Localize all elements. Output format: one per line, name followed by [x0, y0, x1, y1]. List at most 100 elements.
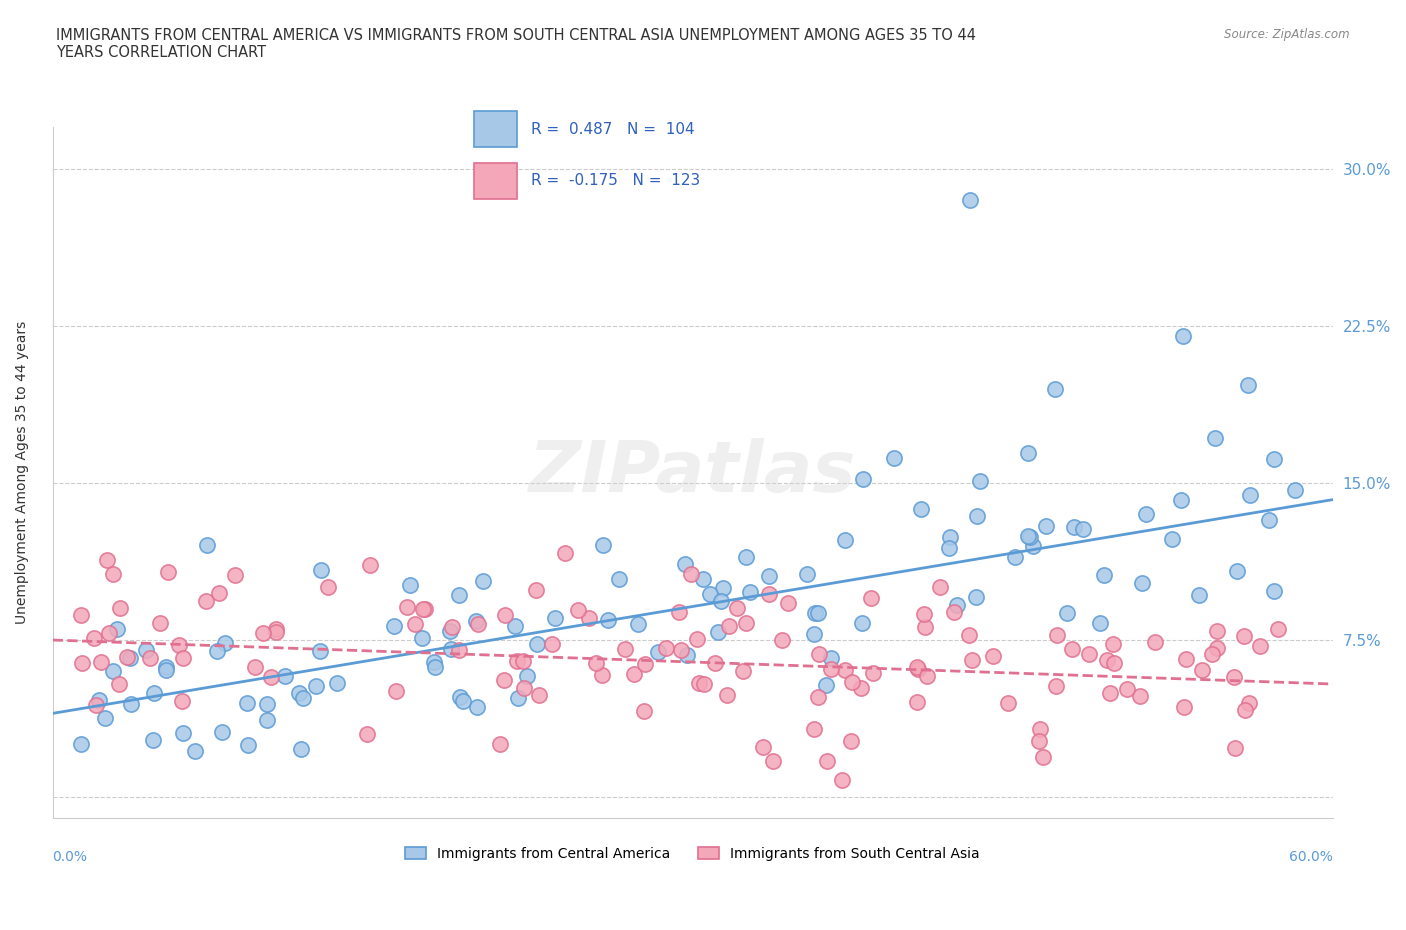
Point — [238, 738, 260, 753]
Point — [960, 652, 983, 667]
Point — [686, 632, 709, 647]
Point — [1129, 689, 1152, 704]
Point — [118, 650, 141, 665]
Point — [959, 193, 981, 207]
Point — [441, 619, 464, 634]
Point — [194, 593, 217, 608]
Point — [1097, 652, 1119, 667]
Point — [939, 529, 962, 544]
Point — [108, 676, 131, 691]
Y-axis label: Unemployment Among Ages 35 to 44 years: Unemployment Among Ages 35 to 44 years — [15, 321, 30, 624]
Point — [245, 659, 267, 674]
Point — [172, 694, 194, 709]
Text: R =  0.487   N =  104: R = 0.487 N = 104 — [531, 122, 695, 137]
Point — [647, 644, 669, 659]
Point — [910, 501, 932, 516]
Point — [529, 687, 551, 702]
Point — [831, 773, 853, 788]
Point — [423, 655, 446, 670]
Point — [554, 545, 576, 560]
Point — [143, 685, 166, 700]
Point — [467, 617, 489, 631]
Point — [356, 727, 378, 742]
Point — [395, 600, 418, 615]
Point — [914, 619, 936, 634]
Point — [997, 696, 1019, 711]
Point — [905, 659, 928, 674]
Point — [148, 615, 170, 630]
Point — [751, 739, 773, 754]
Point — [1116, 682, 1139, 697]
Point — [740, 584, 762, 599]
Point — [172, 725, 194, 740]
Point — [862, 666, 884, 681]
Point — [1206, 641, 1229, 656]
Point — [966, 509, 988, 524]
Point — [252, 625, 274, 640]
Point — [1028, 722, 1050, 737]
Point — [524, 582, 547, 597]
Point — [1062, 642, 1084, 657]
Point — [472, 573, 495, 588]
Point — [807, 690, 830, 705]
Point — [1071, 522, 1094, 537]
Point — [1188, 588, 1211, 603]
Point — [803, 722, 825, 737]
Point — [256, 712, 278, 727]
Point — [384, 684, 406, 698]
Point — [451, 694, 474, 709]
Point — [1144, 635, 1167, 650]
Text: R =  -0.175   N =  123: R = -0.175 N = 123 — [531, 173, 700, 188]
Point — [710, 593, 733, 608]
Point — [290, 741, 312, 756]
Point — [264, 625, 287, 640]
Point — [943, 605, 966, 620]
Point — [907, 662, 929, 677]
Point — [679, 566, 702, 581]
Point — [957, 628, 980, 643]
Point — [1101, 637, 1123, 652]
Point — [544, 610, 567, 625]
Point — [693, 677, 716, 692]
Point — [1204, 431, 1226, 445]
Point — [167, 637, 190, 652]
Point — [699, 587, 721, 602]
Point — [197, 538, 219, 552]
Point — [108, 601, 131, 616]
Point — [1284, 483, 1306, 498]
Point — [668, 605, 690, 620]
Point — [1077, 646, 1099, 661]
Point — [807, 646, 830, 661]
Point — [778, 595, 800, 610]
Point — [214, 636, 236, 651]
Point — [208, 585, 231, 600]
Point — [309, 563, 332, 578]
Point — [541, 637, 564, 652]
Point — [1035, 519, 1057, 534]
Point — [733, 664, 755, 679]
Point — [1028, 733, 1050, 748]
Point — [735, 616, 758, 631]
Point — [94, 711, 117, 726]
Point — [155, 659, 177, 674]
Point — [172, 650, 194, 665]
Point — [578, 610, 600, 625]
Point — [841, 734, 863, 749]
Point — [139, 650, 162, 665]
Point — [1263, 451, 1285, 466]
Point — [852, 472, 875, 486]
Point — [103, 566, 125, 581]
Point — [83, 631, 105, 645]
Point — [717, 618, 740, 633]
Point — [692, 572, 714, 587]
Point — [1250, 639, 1272, 654]
Point — [706, 625, 728, 640]
Point — [1045, 678, 1067, 693]
Point — [411, 631, 433, 645]
Point — [1063, 520, 1085, 535]
Point — [84, 698, 107, 712]
Point — [135, 643, 157, 658]
Point — [814, 677, 837, 692]
Point — [688, 675, 710, 690]
Point — [803, 627, 825, 642]
